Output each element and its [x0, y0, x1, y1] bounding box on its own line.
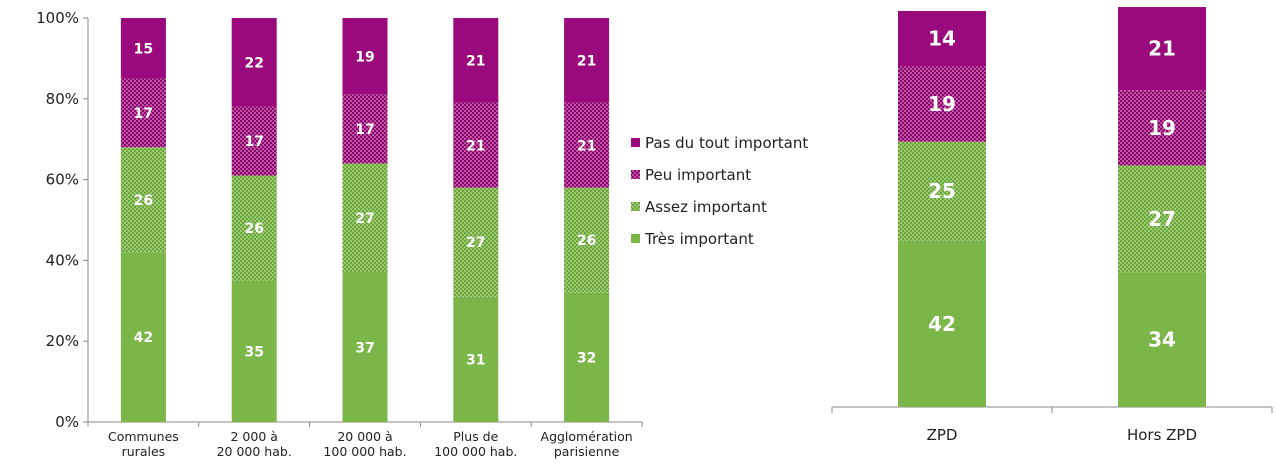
- x-tick-label: Communes: [108, 429, 179, 444]
- legend-swatch: [631, 138, 640, 147]
- bar-segment: [898, 11, 986, 67]
- data-label: 17: [244, 134, 263, 150]
- y-tick-label: 40%: [46, 251, 79, 269]
- data-label: 35: [244, 344, 263, 360]
- bar-segment: [120, 18, 166, 79]
- data-label: 25: [928, 179, 956, 203]
- data-label: 42: [134, 330, 153, 346]
- data-label: 26: [244, 221, 263, 237]
- bar-segment: [342, 94, 388, 164]
- legend-label: Assez important: [645, 198, 767, 216]
- bar-segment: [342, 272, 388, 422]
- bar-segment: [898, 240, 986, 407]
- bar-segment: [1118, 165, 1206, 273]
- bar-segment: [231, 175, 277, 281]
- data-label: 15: [134, 41, 153, 57]
- bar-segment: [231, 106, 277, 176]
- data-label: 22: [244, 55, 263, 71]
- data-label: 34: [1148, 328, 1176, 352]
- data-label: 31: [466, 352, 485, 368]
- bar-segment: [1118, 272, 1206, 407]
- bar-segment: [564, 187, 610, 293]
- y-tick-label: 80%: [46, 90, 79, 108]
- data-label: 27: [355, 211, 374, 227]
- bar-segment: [342, 163, 388, 273]
- data-label: 21: [577, 138, 596, 154]
- y-tick-label: 20%: [46, 332, 79, 350]
- data-label: 21: [466, 53, 485, 69]
- bar-segment: [231, 18, 277, 107]
- bar-segment: [564, 102, 610, 188]
- y-tick-label: 0%: [55, 413, 79, 431]
- legend-swatch: [631, 202, 640, 211]
- x-tick-label: ZPD: [927, 426, 958, 444]
- data-label: 42: [928, 312, 956, 336]
- legend-label: Pas du tout important: [645, 134, 808, 152]
- data-label: 19: [1148, 116, 1176, 140]
- legend-swatch: [631, 234, 640, 243]
- right-chart: 42 25 19 14 ZPD 34 27 19 21 Hors ZPD: [831, 7, 1273, 444]
- bar-segment: [1118, 90, 1206, 166]
- legend: Pas du tout important Peu important Assez …: [631, 134, 808, 248]
- x-tick-label: 20 000 à: [337, 429, 392, 444]
- x-tick-label: parisienne: [554, 444, 620, 459]
- bar-segment: [231, 280, 277, 422]
- data-label: 17: [134, 106, 153, 122]
- bar-segment: [564, 18, 610, 103]
- data-label: 14: [928, 27, 956, 51]
- bar-segment: [453, 296, 499, 422]
- x-tick-label: Plus de: [453, 429, 498, 444]
- data-label: 21: [1148, 37, 1176, 61]
- bar-segment: [453, 102, 499, 188]
- legend-swatch: [631, 170, 640, 179]
- bar-segment: [1118, 7, 1206, 91]
- bar-segment: [120, 252, 166, 422]
- bar-segment: [120, 78, 166, 148]
- y-tick-label: 100%: [36, 9, 79, 27]
- left-chart: 0% 20% 40% 60% 80% 100% 42 26 17 15 Communesrurale…: [36, 9, 643, 459]
- bar-segment: [564, 292, 610, 422]
- x-tick-label: Hors ZPD: [1127, 426, 1197, 444]
- data-label: 26: [134, 193, 153, 209]
- legend-label: Très important: [644, 230, 754, 248]
- data-label: 27: [466, 235, 485, 251]
- x-tick-label: 20 000 hab.: [217, 444, 292, 459]
- data-label: 32: [577, 350, 596, 366]
- data-label: 17: [355, 122, 374, 138]
- bar-segment: [342, 18, 388, 95]
- data-label: 21: [577, 53, 596, 69]
- x-tick-label: 100 000 hab.: [434, 444, 517, 459]
- data-label: 27: [1148, 207, 1176, 231]
- bar-segment: [453, 18, 499, 103]
- bar-segment: [898, 141, 986, 241]
- data-label: 37: [355, 340, 374, 356]
- y-tick-label: 60%: [46, 171, 79, 189]
- bar-segment: [453, 187, 499, 297]
- x-tick-label: 100 000 hab.: [323, 444, 406, 459]
- data-label: 19: [928, 92, 956, 116]
- bar-segment: [120, 147, 166, 253]
- legend-label: Peu important: [645, 166, 751, 184]
- data-label: 21: [466, 138, 485, 154]
- x-tick-label: 2 000 à: [230, 429, 277, 444]
- x-tick-label: rurales: [122, 444, 166, 459]
- data-label: 19: [355, 49, 374, 65]
- bar-segment: [898, 66, 986, 142]
- x-tick-label: Agglomération: [541, 429, 633, 444]
- data-label: 26: [577, 233, 596, 249]
